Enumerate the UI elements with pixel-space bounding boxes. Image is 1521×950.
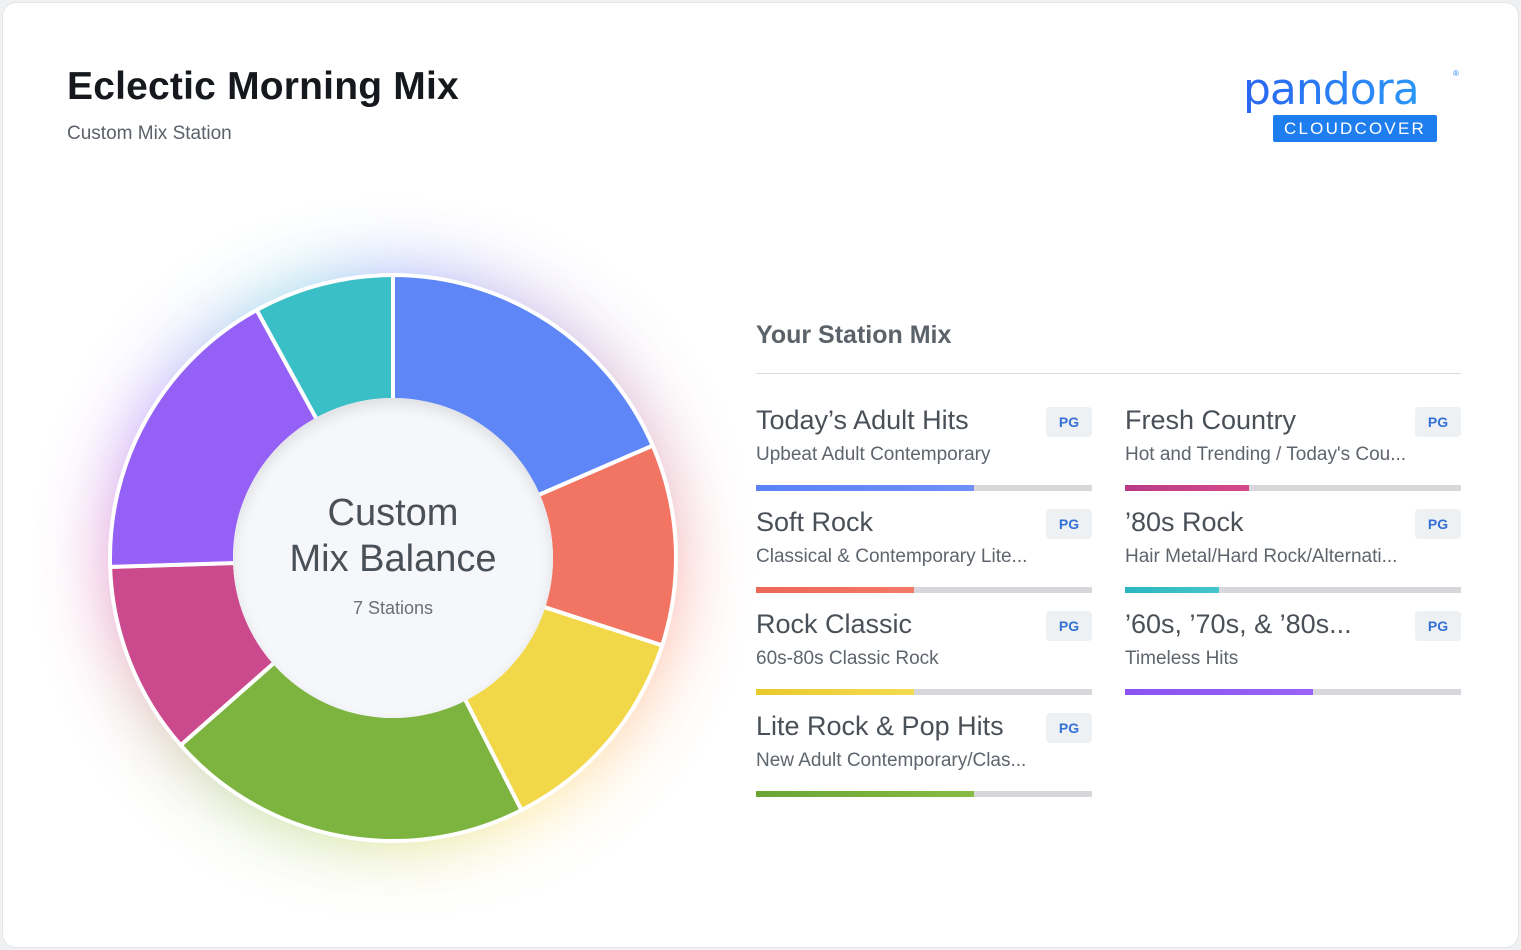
station-item[interactable]: Soft Rock Classical & Contemporary Lite..… [756,507,1092,602]
station-item[interactable]: ’80s Rock Hair Metal/Hard Rock/Alternati.… [1125,507,1461,602]
station-name: Fresh Country [1125,405,1297,435]
station-item[interactable]: ’60s, ’70s, & ’80s... Timeless Hits PG [1125,609,1461,704]
page-title: Eclectic Morning Mix [67,65,459,108]
donut-svg [108,272,678,843]
station-mix-heading: Your Station Mix [756,321,952,349]
mix-share-fill [1125,587,1220,593]
station-name: ’60s, ’70s, & ’80s... [1125,609,1352,639]
mix-share-fill [1125,485,1250,491]
station-description: 60s-80s Classic Rock [756,648,939,669]
logo-wordmark: pandora [1243,65,1463,115]
heading-divider [756,373,1461,374]
rating-badge: PG [1046,407,1092,437]
rating-badge: PG [1415,611,1461,641]
center-disc: Custom Mix Balance 7 Stations [233,398,553,718]
station-name: Soft Rock [756,507,874,537]
page-subtitle: Custom Mix Station [67,123,232,144]
mix-share-fill [756,689,914,695]
station-description: Timeless Hits [1125,648,1239,669]
logo-subbrand: CLOUDCOVER [1273,115,1437,142]
station-name: Rock Classic [756,609,913,639]
station-item[interactable]: Today’s Adult Hits Upbeat Adult Contempor… [756,405,1092,500]
station-item[interactable]: Lite Rock & Pop Hits New Adult Contempora… [756,711,1092,806]
station-description: Upbeat Adult Contemporary [756,444,991,465]
station-description: Hot and Trending / Today's Cou... [1125,444,1407,465]
mix-share-bar [756,791,1092,797]
mix-share-bar [1125,485,1461,491]
mix-share-bar [756,689,1092,695]
rating-badge: PG [1415,509,1461,539]
mix-share-bar [756,485,1092,491]
mix-share-bar [1125,587,1461,593]
mix-share-fill [756,791,975,797]
station-description: Classical & Contemporary Lite... [756,546,1028,567]
center-title-line1: Custom [327,492,459,534]
mix-share-fill [756,587,914,593]
station-count: 7 Stations [352,598,434,618]
station-name: Today’s Adult Hits [756,405,969,435]
mix-share-fill [1125,689,1314,695]
logo-registered-mark: ® [1453,69,1459,78]
station-description: Hair Metal/Hard Rock/Alternati... [1125,546,1398,567]
mix-share-bar [756,587,1092,593]
center-title: Custom Mix Balance [233,490,553,582]
station-description: New Adult Contemporary/Clas... [756,750,1027,771]
mix-share-bar [1125,689,1461,695]
station-name: Lite Rock & Pop Hits [756,711,1004,741]
center-title-line2: Mix Balance [289,538,497,580]
station-name: ’80s Rock [1125,507,1244,537]
rating-badge: PG [1046,713,1092,743]
rating-badge: PG [1046,611,1092,641]
mix-balance-chart: Custom Mix Balance 7 Stations [63,228,723,888]
station-item[interactable]: Fresh Country Hot and Trending / Today's … [1125,405,1461,500]
station-item[interactable]: Rock Classic 60s-80s Classic Rock PG [756,609,1092,704]
mix-share-fill [756,485,975,491]
pandora-logo: pandora ® CLOUDCOVER [1243,65,1463,142]
rating-badge: PG [1046,509,1092,539]
rating-badge: PG [1415,407,1461,437]
